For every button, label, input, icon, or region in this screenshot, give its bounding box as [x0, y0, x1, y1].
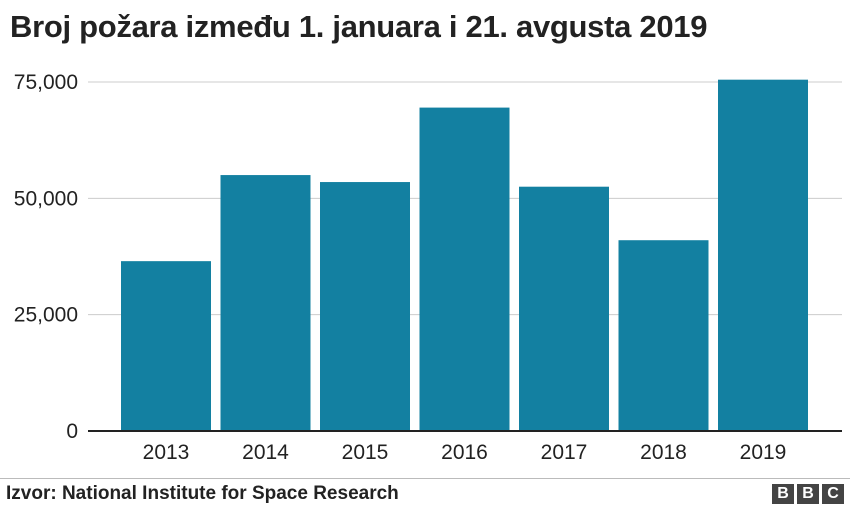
x-tick-label: 2015	[342, 441, 389, 464]
bbc-logo-block: B	[797, 484, 819, 504]
bar-chart: 0 25,000 50,000 75,000 2013 2014 2015 2016 2017…	[14, 71, 842, 464]
bar-2013	[121, 261, 211, 431]
bar-2018	[618, 240, 709, 431]
bbc-logo-block: C	[822, 484, 844, 504]
x-tick-label: 2016	[441, 441, 488, 464]
y-axis-tick-labels: 0 25,000 50,000 75,000	[14, 71, 78, 443]
x-axis-tick-labels: 2013 2014 2015 2016 2017 2018 2019	[143, 441, 787, 464]
x-tick-label: 2018	[640, 441, 687, 464]
bar-2014	[220, 175, 311, 431]
bars	[121, 79, 808, 432]
bbc-logo-block: B	[772, 484, 794, 504]
y-tick-label: 0	[66, 420, 78, 443]
bar-2016	[419, 107, 510, 432]
y-tick-label: 25,000	[14, 304, 78, 327]
bar-2017	[519, 186, 609, 431]
footer-divider	[0, 478, 850, 479]
source-note: Izvor: National Institute for Space Rese…	[6, 483, 399, 504]
bar-2019	[718, 79, 808, 431]
x-tick-label: 2017	[541, 441, 588, 464]
x-tick-label: 2019	[740, 441, 787, 464]
x-tick-label: 2014	[242, 441, 289, 464]
bar-2015	[320, 182, 410, 431]
y-tick-label: 75,000	[14, 71, 78, 94]
chart-title: Broj požara između 1. januara i 21. avgu…	[10, 9, 708, 44]
x-tick-label: 2013	[143, 441, 190, 464]
bbc-logo: B B C	[772, 484, 844, 504]
y-tick-label: 50,000	[14, 187, 78, 210]
